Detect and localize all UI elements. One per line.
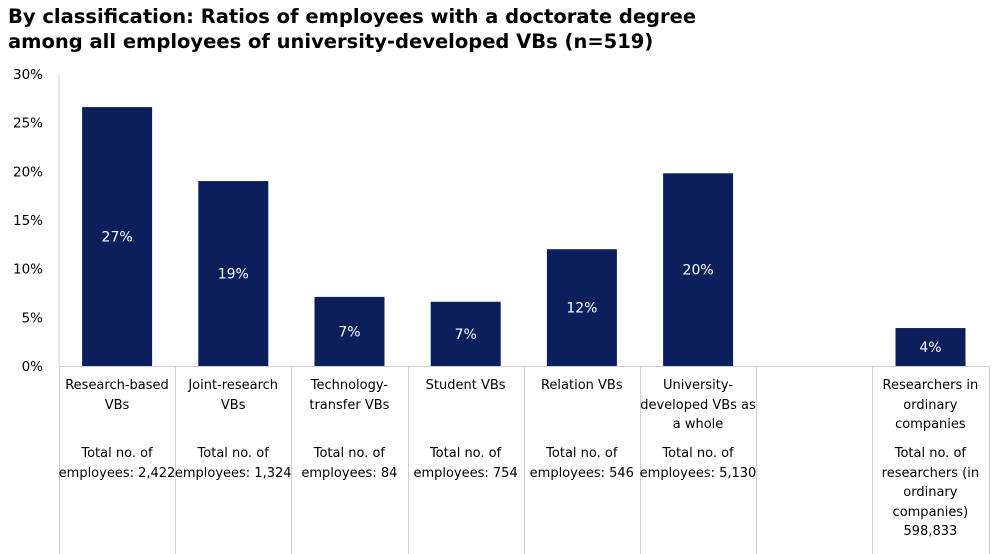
category-name: Student VBs	[425, 378, 506, 393]
y-tick-label: 10%	[13, 262, 43, 278]
category-name: Technology- transfer VBs	[309, 378, 390, 413]
bar-value-label: 27%	[102, 230, 133, 246]
category-note: Total no. of employees: 546	[529, 446, 634, 481]
category-note: Total no. of employees: 1,324	[174, 446, 292, 481]
category-name: Joint-research VBs	[188, 378, 279, 413]
chart-title-line-2: among all employees of university-develo…	[8, 30, 654, 53]
bar-value-label: 7%	[338, 324, 360, 340]
bar-value-label: 7%	[455, 327, 477, 343]
bar	[430, 301, 501, 366]
category-name: Relation VBs	[540, 378, 623, 393]
bar-value-label: 12%	[566, 301, 597, 317]
category-note: Total no. of employees: 754	[413, 446, 518, 481]
chart-title-line-1: By classification: Ratios of employees w…	[8, 5, 697, 28]
y-tick-label: 30%	[13, 67, 43, 83]
y-tick-label: 15%	[13, 213, 43, 229]
category-note: Total no. of employees: 5,130	[639, 446, 757, 481]
y-tick-label: 20%	[13, 164, 43, 180]
category-note: Total no. of employees: 2,422	[58, 446, 176, 481]
y-tick-label: 0%	[22, 359, 44, 375]
category-note: Total no. of employees: 84	[301, 446, 398, 481]
bar	[546, 249, 617, 366]
bar-value-label: 4%	[919, 340, 941, 356]
bar-value-label: 19%	[218, 267, 249, 283]
bar	[82, 107, 153, 367]
bar	[663, 173, 734, 366]
category-name: University- developed VBs as a whole	[640, 378, 756, 432]
category-note: Total no. of researchers (in ordinary co…	[881, 446, 980, 539]
bar-value-label: 20%	[683, 263, 714, 279]
bar	[895, 328, 966, 366]
bar	[314, 296, 385, 366]
chart-title: By classification: Ratios of employees w…	[8, 4, 696, 54]
y-tick-label: 25%	[13, 116, 43, 132]
y-tick-label: 5%	[22, 310, 44, 326]
category-name: Research-based VBs	[65, 378, 169, 413]
category-name: Researchers in ordinary companies	[882, 378, 979, 432]
bar	[198, 181, 269, 366]
